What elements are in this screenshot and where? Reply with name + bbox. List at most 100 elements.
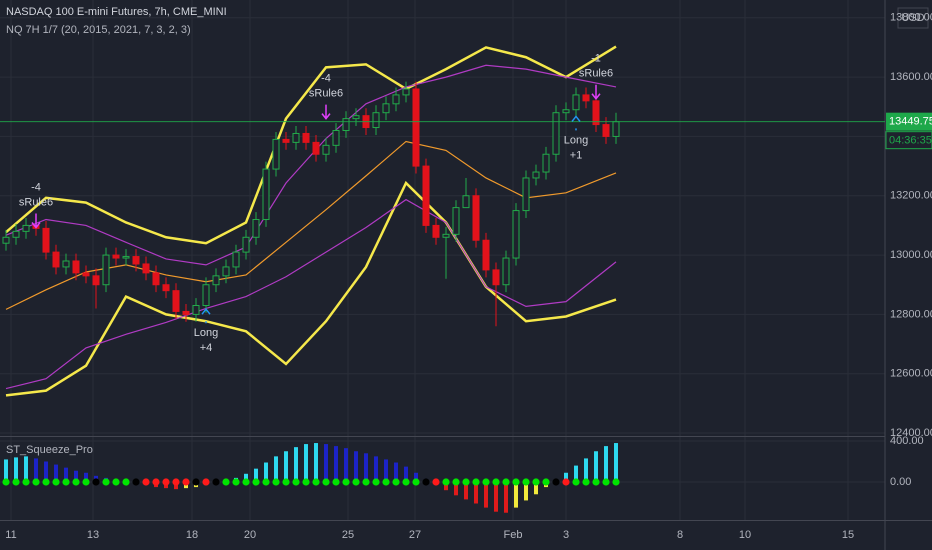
candle-body <box>432 224 440 238</box>
signal-arrow <box>571 115 581 131</box>
squeeze-dot <box>192 478 200 486</box>
x-tick-label: 10 <box>739 529 751 541</box>
candle-body <box>562 109 570 114</box>
candle-body <box>602 124 610 137</box>
candle-body <box>462 195 470 209</box>
histogram-bar <box>504 481 508 513</box>
candle-body <box>582 94 590 102</box>
squeeze-dot <box>102 478 110 486</box>
chart-title: NASDAQ 100 E-mini Futures, 7h, CME_MINI <box>6 6 227 18</box>
squeeze-dot <box>152 478 160 486</box>
y-tick-label: 13800.00 <box>890 12 932 24</box>
signal-label: sRule6 <box>579 68 613 80</box>
candle-body <box>2 236 10 244</box>
histogram-bar <box>24 456 28 482</box>
squeeze-dot <box>422 478 430 486</box>
squeeze-dot <box>392 478 400 486</box>
y-tick-label: 13200.00 <box>890 190 932 202</box>
candle-body <box>232 251 240 268</box>
signal-arrow <box>321 104 331 120</box>
histogram-bar <box>464 481 468 500</box>
candle-body <box>102 254 110 286</box>
histogram-bar <box>264 462 268 482</box>
histogram-bar <box>374 456 378 482</box>
histogram-bar <box>354 451 358 482</box>
signal-arrow <box>591 84 601 100</box>
histogram-bar <box>334 446 338 482</box>
y-tick-label: 13000.00 <box>890 249 932 261</box>
y-tick-label: 12800.00 <box>890 308 932 320</box>
squeeze-dot <box>32 478 40 486</box>
candle-body <box>402 88 410 96</box>
squeeze-dot <box>272 478 280 486</box>
x-tick-label: 3 <box>563 529 569 541</box>
squeeze-dot <box>262 478 270 486</box>
squeeze-dot <box>172 478 180 486</box>
x-tick-label: 13 <box>87 529 99 541</box>
squeeze-dot <box>52 478 60 486</box>
squeeze-dot <box>82 478 90 486</box>
x-tick-label: 27 <box>409 529 421 541</box>
signal-label: sRule6 <box>19 196 53 208</box>
histogram-bar <box>524 481 528 501</box>
squeeze-dot <box>2 478 10 486</box>
signal-label: +1 <box>570 149 583 161</box>
histogram-bar <box>364 453 368 482</box>
histogram-bar <box>14 457 18 482</box>
currency: USD <box>901 12 924 24</box>
candle-body <box>382 103 390 114</box>
candle-body <box>352 115 360 120</box>
candle-body <box>202 284 210 306</box>
indicator-params: NQ 7H 1/7 (20, 2015, 2021, 7, 3, 2, 3) <box>6 24 191 36</box>
squeeze-dot <box>202 478 210 486</box>
last-price-label: 13449.75 <box>889 116 932 128</box>
squeeze-dot <box>142 478 150 486</box>
histogram-bar <box>384 459 388 482</box>
squeeze-dot <box>332 478 340 486</box>
histogram-bar <box>314 443 318 482</box>
histogram-bar <box>324 444 328 482</box>
squeeze-dot <box>132 478 140 486</box>
squeeze-dot <box>382 478 390 486</box>
candle-body <box>592 100 600 126</box>
squeeze-dot <box>322 478 330 486</box>
squeeze-dot <box>122 478 130 486</box>
histogram-bar <box>494 481 498 512</box>
squeeze-dot <box>522 478 530 486</box>
squeeze-dot <box>92 478 100 486</box>
squeeze-dot <box>72 478 80 486</box>
candle-body <box>482 239 490 271</box>
histogram-bar <box>604 446 608 482</box>
squeeze-dot <box>182 478 190 486</box>
squeeze-dot <box>482 478 490 486</box>
histogram-bar <box>54 464 58 482</box>
signal-label: Long <box>194 327 218 339</box>
squeeze-dot <box>302 478 310 486</box>
histogram-bar <box>454 481 458 496</box>
candle-body <box>512 210 520 259</box>
histogram-bar <box>244 473 248 482</box>
histogram-bar <box>484 481 488 508</box>
y-tick-label: 13600.00 <box>890 71 932 83</box>
histogram-bar <box>594 451 598 482</box>
squeeze-dot <box>572 478 580 486</box>
squeeze-dot <box>472 478 480 486</box>
candle-body <box>112 254 120 259</box>
squeeze-dot <box>412 478 420 486</box>
candle-body <box>302 132 310 143</box>
squeeze-dot <box>442 478 450 486</box>
squeeze-dot <box>282 478 290 486</box>
x-tick-label: 11 <box>5 529 16 541</box>
squeeze-dot <box>232 478 240 486</box>
squeeze-dot <box>362 478 370 486</box>
squeeze-dot <box>212 478 220 486</box>
squeeze-dot <box>252 478 260 486</box>
candle-body <box>12 230 20 238</box>
histogram-bar <box>614 443 618 482</box>
candle-body <box>252 218 260 238</box>
candle-body <box>162 284 170 292</box>
squeeze-dot <box>112 478 120 486</box>
x-tick-label: 20 <box>244 529 256 541</box>
candle-body <box>452 207 460 235</box>
